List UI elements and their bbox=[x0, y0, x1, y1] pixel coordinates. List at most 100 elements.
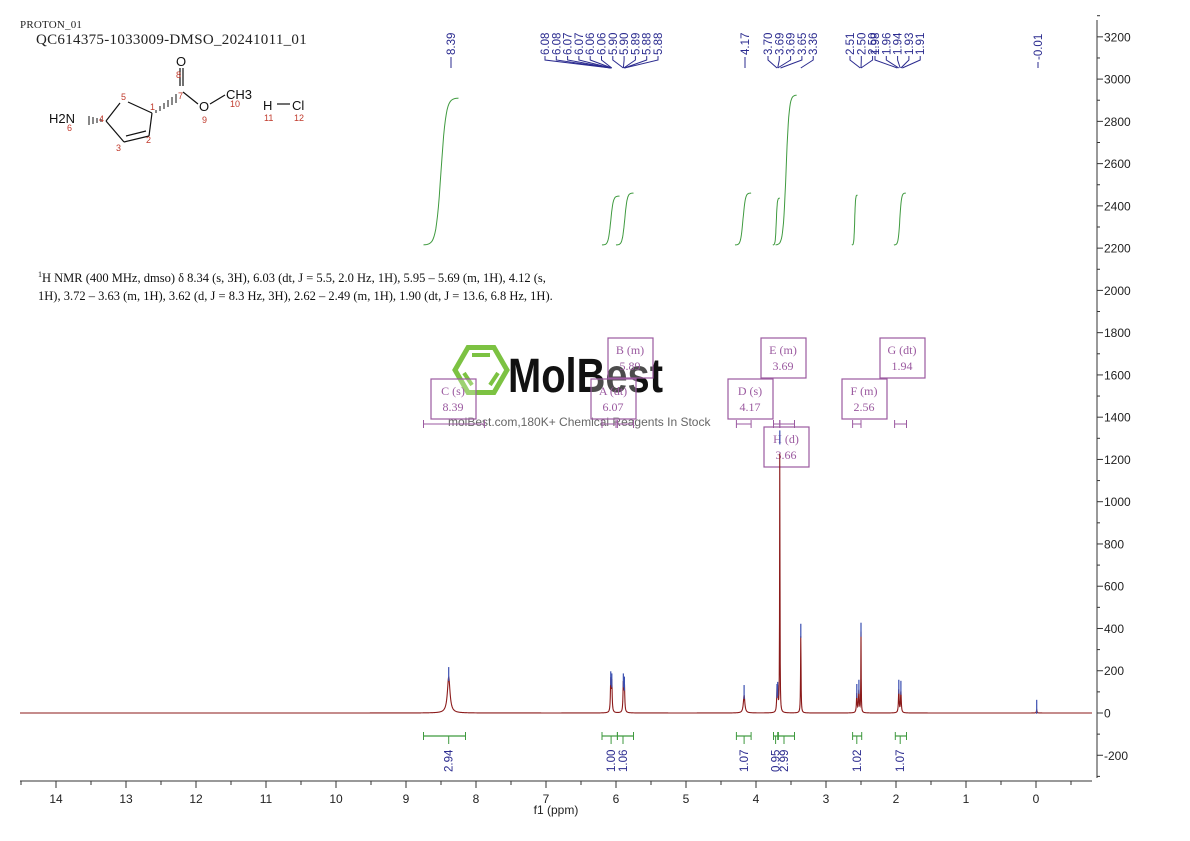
svg-text:5.89: 5.89 bbox=[620, 359, 641, 373]
peak-shift-label: 3.36 bbox=[808, 33, 820, 55]
spectrum-line bbox=[20, 453, 1092, 714]
y-tick-label: -200 bbox=[1104, 749, 1128, 763]
x-tick-label: 14 bbox=[49, 792, 63, 806]
experiment-name: PROTON_01 bbox=[20, 19, 83, 31]
multiplet-box-f: F (m) 2.56 bbox=[841, 378, 888, 420]
nmr-description-line2: 1H), 3.72 – 3.63 (m, 1H), 3.62 (d, J = 8… bbox=[38, 289, 553, 304]
atom-Cl: Cl bbox=[292, 98, 304, 113]
atom-index-9: 9 bbox=[202, 115, 207, 125]
multiplet-box-a: A (dt) 6.07 bbox=[590, 378, 637, 420]
ring-index-1: 1 bbox=[150, 102, 155, 112]
multiplet-box-c: C (s) 8.39 bbox=[430, 378, 477, 420]
peak-shift-label: 6.08 bbox=[551, 33, 563, 55]
ring-index-2: 2 bbox=[146, 135, 151, 145]
svg-text:C (s): C (s) bbox=[441, 384, 465, 398]
peak-shift-label: 5.88 bbox=[642, 33, 654, 55]
atom-H2N: H2N bbox=[49, 111, 75, 126]
nmr-description-line1: H NMR (400 MHz, dmso) δ 8.34 (s, 3H), 6.… bbox=[42, 271, 546, 286]
x-tick-label: 7 bbox=[543, 792, 550, 806]
svg-text:E (m): E (m) bbox=[769, 343, 797, 357]
svg-text:1.94: 1.94 bbox=[892, 359, 913, 373]
y-tick-label: 1200 bbox=[1104, 453, 1131, 467]
x-axis-label: f1 (ppm) bbox=[534, 803, 579, 817]
integral-value: 1.07 bbox=[895, 750, 907, 772]
peak-shift-label: 5.90 bbox=[608, 33, 620, 55]
x-tick-label: 2 bbox=[893, 792, 900, 806]
peak-shift-label: 3.70 bbox=[763, 33, 775, 55]
spectrum-trace bbox=[20, 430, 1092, 714]
svg-text:H (d): H (d) bbox=[773, 432, 799, 446]
multiplet-box-b: B (m) 5.89 bbox=[607, 337, 654, 379]
y-tick-label: 2400 bbox=[1104, 199, 1131, 213]
integral-curves bbox=[423, 94, 906, 246]
chemical-structure: O 8 O 9 CH3 10 H 11 Cl 12 H2N 6 1 2 3 4 … bbox=[49, 54, 304, 153]
svg-text:G (dt): G (dt) bbox=[888, 343, 917, 357]
multiplet-box-h: H (d) 3.66 bbox=[763, 426, 810, 468]
svg-text:B (m): B (m) bbox=[616, 343, 644, 357]
peak-shift-label: 6.06 bbox=[597, 33, 609, 55]
peak-labels: 8.39 6.08 6.08 6.07 6.07 6.06 6.06 5.90 5.90 5.89… bbox=[446, 32, 1045, 69]
atom-index-10: 10 bbox=[230, 99, 240, 109]
integral-curve bbox=[601, 195, 620, 246]
svg-text:D (s): D (s) bbox=[738, 384, 762, 398]
watermark-tagline: molBest.com,180K+ Chemical Reagents In S… bbox=[448, 415, 711, 429]
integral-bars: 2.94 1.00 1.06 1.07 0.952.99 1.02 1.07 bbox=[423, 732, 907, 772]
sample-id: QC614375-1033009-DMSO_20241011_01 bbox=[36, 32, 308, 48]
atom-index-6: 6 bbox=[67, 123, 72, 133]
peak-shift-label: 5.88 bbox=[653, 33, 665, 55]
svg-text:4.17: 4.17 bbox=[740, 400, 761, 414]
peak-shift-label: 2.51 bbox=[845, 33, 857, 55]
svg-text:6.07: 6.07 bbox=[603, 400, 624, 414]
watermark-brand: MolBest bbox=[508, 350, 663, 403]
peak-shift-label: 3.65 bbox=[797, 33, 809, 55]
y-tick-label: 3000 bbox=[1104, 73, 1131, 87]
integral-curve bbox=[734, 192, 752, 246]
atom-index-12: 12 bbox=[294, 113, 304, 123]
molbest-watermark: MolBest molBest.com,180K+ Chemical Reage… bbox=[448, 345, 711, 429]
y-tick-label: 2600 bbox=[1104, 157, 1131, 171]
x-tick-label: 9 bbox=[403, 792, 410, 806]
integral-value: 1.06 bbox=[618, 750, 630, 772]
y-axis: 3200300028002600240022002000180016001400… bbox=[1096, 15, 1131, 778]
svg-text:F (m): F (m) bbox=[851, 384, 878, 398]
integral-value: 2.99 bbox=[779, 750, 791, 772]
peak-shift-label: 6.07 bbox=[574, 33, 586, 55]
peak-shift-label: 5.90 bbox=[619, 33, 631, 55]
svg-text:3.66: 3.66 bbox=[776, 448, 797, 462]
integral-curve bbox=[423, 97, 459, 246]
y-tick-label: 3200 bbox=[1104, 30, 1131, 44]
y-tick-label: 2800 bbox=[1104, 115, 1131, 129]
x-tick-label: 4 bbox=[753, 792, 760, 806]
peak-shift-label: 3.69 bbox=[786, 33, 798, 55]
multiplet-box-d: D (s) 4.17 bbox=[727, 378, 774, 420]
integral-curve bbox=[615, 192, 634, 246]
y-tick-label: 1000 bbox=[1104, 495, 1131, 509]
peak-shift-label: 4.17 bbox=[740, 33, 752, 55]
y-tick-label: 2000 bbox=[1104, 284, 1131, 298]
integral-value: 1.00 bbox=[606, 750, 618, 772]
y-tick-label: 200 bbox=[1104, 664, 1124, 678]
integral-curve bbox=[851, 194, 858, 246]
x-tick-label: 6 bbox=[613, 792, 620, 806]
peak-shift-label: 1.94 bbox=[893, 32, 905, 55]
y-tick-label: 1600 bbox=[1104, 368, 1131, 382]
peak-shift-label: 1.91 bbox=[915, 33, 927, 55]
x-axis: 14 13 12 11 10 9 8 7 6 5 4 3 2 1 0 bbox=[20, 780, 1092, 806]
atom-O9: O bbox=[199, 99, 209, 114]
peak-shift-label: 1.93 bbox=[904, 33, 916, 55]
peak-shift-label: 1.96 bbox=[881, 33, 893, 55]
x-tick-label: 10 bbox=[329, 792, 343, 806]
integral-value: 2.94 bbox=[444, 749, 456, 772]
y-tick-label: 1800 bbox=[1104, 326, 1131, 340]
peak-shift-label: 6.06 bbox=[585, 33, 597, 55]
x-tick-label: 13 bbox=[119, 792, 133, 806]
multiplet-box-e: E (m) 3.69 bbox=[760, 337, 807, 379]
peak-shift-label: 5.89 bbox=[630, 33, 642, 55]
integral-curve bbox=[775, 94, 797, 246]
hexagon-logo-icon bbox=[452, 345, 510, 395]
y-tick-label: 800 bbox=[1104, 537, 1124, 551]
x-tick-label: 8 bbox=[473, 792, 480, 806]
peak-shift-label: 2.50 bbox=[868, 33, 880, 55]
nmr-description: 1H NMR (400 MHz, dmso) δ 8.34 (s, 3H), 6… bbox=[38, 266, 598, 305]
